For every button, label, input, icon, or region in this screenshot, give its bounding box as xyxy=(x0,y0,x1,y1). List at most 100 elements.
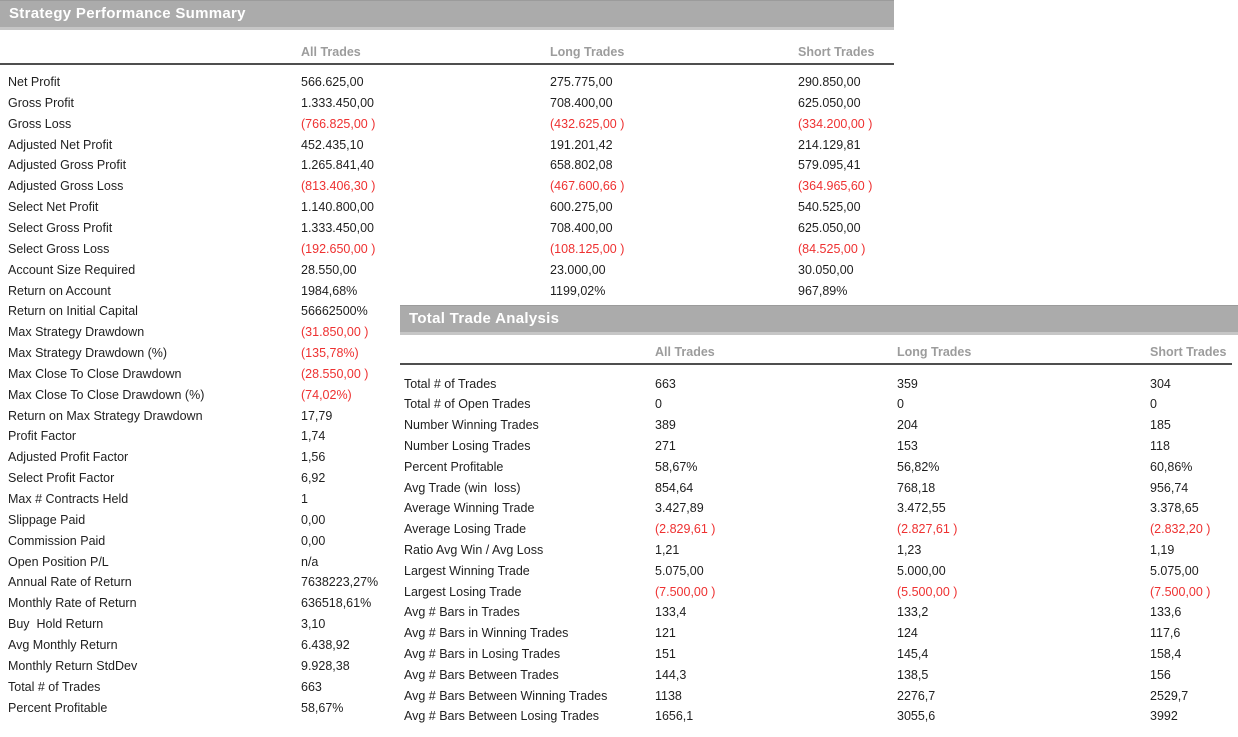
column-header-long-trades: Long Trades xyxy=(897,345,972,359)
table-row: Adjusted Gross Loss (813.406,30 ) (467.600… xyxy=(0,176,1238,197)
cell-short-trades: 5.075,00 xyxy=(1150,563,1199,578)
cell-long-trades: (467.600,66 ) xyxy=(550,179,625,194)
table-row: Net Profit 566.625,00 275.775,00 290.850,00 xyxy=(0,72,1238,93)
cell-all-trades: 389 xyxy=(655,418,676,433)
table-row: Max Close To Close Drawdown (%) (74,02%) xyxy=(0,385,1238,406)
cell-long-trades: 708.400,00 xyxy=(550,220,613,235)
table-row: Percent Profitable 58,67% xyxy=(0,698,1238,719)
cell-all-trades: 7638223,27% xyxy=(301,575,379,590)
table-row: Total # of Trades 663 359 304 xyxy=(0,374,1238,395)
cell-short-trades: 3.378,65 xyxy=(1150,501,1199,516)
row-label: Monthly Return StdDev xyxy=(8,658,138,673)
table-row: Average Losing Trade (2.829,61 ) (2.827,61… xyxy=(0,519,1238,540)
cell-short-trades: 185 xyxy=(1150,418,1171,433)
row-label: Adjusted Gross Profit xyxy=(8,158,127,173)
cell-all-trades: 0 xyxy=(655,397,662,412)
cell-all-trades: 151 xyxy=(655,646,676,661)
cell-long-trades: 138,5 xyxy=(897,667,929,682)
cell-long-trades: 3055,6 xyxy=(897,709,936,724)
cell-long-trades: 1199,02% xyxy=(550,283,606,298)
row-label: Slippage Paid xyxy=(8,512,86,527)
cell-all-trades: 663 xyxy=(655,376,676,391)
column-header-long-trades: Long Trades xyxy=(550,45,625,59)
cell-all-trades: 0,00 xyxy=(301,512,326,527)
cell-long-trades: 191.201,42 xyxy=(550,137,613,152)
cell-long-trades: 2276,7 xyxy=(897,688,936,703)
table-row: Adjusted Profit Factor 1,56 xyxy=(0,447,1238,468)
row-label: Adjusted Profit Factor xyxy=(8,450,129,465)
row-label: Max Close To Close Drawdown (%) xyxy=(8,387,205,402)
cell-all-trades: 6,92 xyxy=(301,471,326,486)
table-row: Avg # Bars Between Losing Trades 1656,1 30… xyxy=(0,706,1238,727)
cell-all-trades: 663 xyxy=(301,679,322,694)
cell-long-trades: 204 xyxy=(897,418,918,433)
table-row: Adjusted Gross Profit 1.265.841,40 658.802… xyxy=(0,155,1238,176)
cell-all-trades: (135,78%) xyxy=(301,346,359,361)
cell-all-trades: 1,74 xyxy=(301,429,326,444)
row-label: Ratio Avg Win / Avg Loss xyxy=(404,542,544,557)
cell-all-trades: 1656,1 xyxy=(655,709,694,724)
row-label: Select Profit Factor xyxy=(8,471,115,486)
table-row: Monthly Rate of Return 636518,61% xyxy=(0,593,1238,614)
table-row: Profit Factor 1,74 xyxy=(0,426,1238,447)
cell-all-trades: 1,56 xyxy=(301,450,326,465)
cell-all-trades: 452.435,10 xyxy=(301,137,364,152)
row-label: Number Losing Trades xyxy=(404,438,531,453)
row-label: Avg # Bars Between Trades xyxy=(404,667,559,682)
panel-header-strategy-performance-summary: Strategy Performance Summary xyxy=(0,0,894,30)
cell-all-trades: 6.438,92 xyxy=(301,637,350,652)
cell-all-trades: 5.075,00 xyxy=(655,563,704,578)
cell-long-trades: 1,23 xyxy=(897,542,922,557)
row-label: Commission Paid xyxy=(8,533,106,548)
cell-all-trades: 3.427,89 xyxy=(655,501,704,516)
row-label: Total # of Trades xyxy=(404,376,497,391)
cell-all-trades: (28.550,00 ) xyxy=(301,366,369,381)
cell-all-trades: 0,00 xyxy=(301,533,326,548)
row-label: Avg # Bars in Winning Trades xyxy=(404,626,569,641)
cell-all-trades: 28.550,00 xyxy=(301,262,357,277)
cell-short-trades: (334.200,00 ) xyxy=(798,116,873,131)
cell-long-trades: 275.775,00 xyxy=(550,75,613,89)
table-row: Select Net Profit 1.140.800,00 600.275,00 5… xyxy=(0,197,1238,218)
cell-all-trades: 1.333.450,00 xyxy=(301,95,374,110)
cell-long-trades: 3.472,55 xyxy=(897,501,946,516)
row-label: Net Profit xyxy=(8,75,61,89)
cell-all-trades: 854,64 xyxy=(655,480,694,495)
column-header-short-trades: Short Trades xyxy=(1150,345,1227,359)
row-label: Profit Factor xyxy=(8,429,77,444)
cell-long-trades: 0 xyxy=(897,397,904,412)
row-label: Avg # Bars in Losing Trades xyxy=(404,646,561,661)
row-label: Percent Profitable xyxy=(404,459,504,474)
cell-long-trades: 23.000,00 xyxy=(550,262,606,277)
table-row: Monthly Return StdDev 9.928,38 xyxy=(0,656,1238,677)
table-row: Adjusted Net Profit 452.435,10 191.201,42 2… xyxy=(0,135,1238,156)
cell-short-trades: 2529,7 xyxy=(1150,688,1189,703)
table-row: Account Size Required 28.550,00 23.000,00 3… xyxy=(0,260,1238,281)
cell-short-trades: 30.050,00 xyxy=(798,262,854,277)
table-row: Avg # Bars in Trades 133,4 133,2 133,6 xyxy=(0,602,1238,623)
row-label: Return on Account xyxy=(8,283,111,298)
table-row: Buy Hold Return 3,10 xyxy=(0,614,1238,635)
cell-all-trades: (192.650,00 ) xyxy=(301,241,376,256)
cell-short-trades: 967,89% xyxy=(798,283,848,298)
cell-short-trades: 956,74 xyxy=(1150,480,1189,495)
cell-long-trades: 600.275,00 xyxy=(550,200,613,215)
table-row: Largest Winning Trade 5.075,00 5.000,00 5.0… xyxy=(0,561,1238,582)
row-label: Adjusted Net Profit xyxy=(8,137,113,152)
cell-long-trades: 153 xyxy=(897,438,918,453)
cell-all-trades: (766.825,00 ) xyxy=(301,116,376,131)
cell-all-trades: (7.500,00 ) xyxy=(655,584,716,599)
cell-short-trades: (7.500,00 ) xyxy=(1150,584,1211,599)
cell-long-trades: 658.802,08 xyxy=(550,158,613,173)
cell-short-trades: 3992 xyxy=(1150,709,1178,724)
table-row: Select Gross Profit 1.333.450,00 708.400,0… xyxy=(0,218,1238,239)
cell-long-trades: 768,18 xyxy=(897,480,936,495)
table-row: Total # of Trades 663 xyxy=(0,677,1238,698)
cell-all-trades: 17,79 xyxy=(301,408,333,423)
table-row: Avg # Bars Between Winning Trades 1138 227… xyxy=(0,686,1238,707)
cell-long-trades: 56,82% xyxy=(897,459,940,474)
table-row: Select Profit Factor 6,92 xyxy=(0,468,1238,489)
row-label: Max # Contracts Held xyxy=(8,492,129,506)
row-label: Total # of Trades xyxy=(8,679,101,694)
table-row: Max Strategy Drawdown (%) (135,78%) xyxy=(0,343,1238,364)
